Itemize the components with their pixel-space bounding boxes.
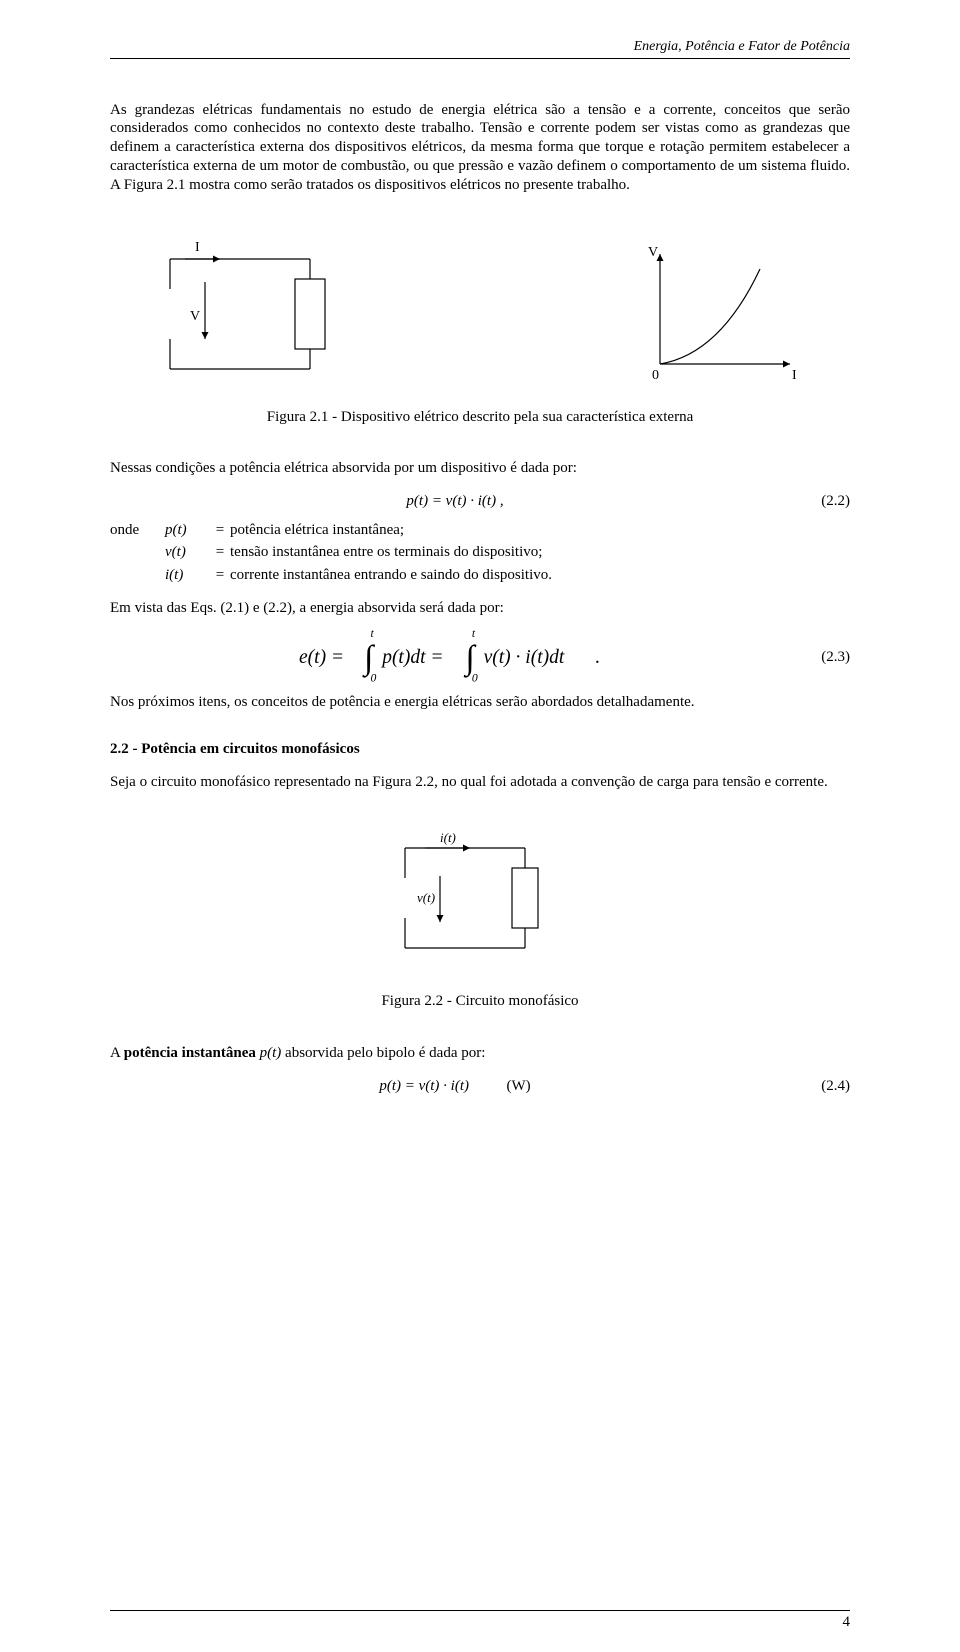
paragraph-5: Seja o circuito monofásico representado … [110,773,850,792]
label-I-top: I [195,240,200,255]
def-onde: onde [110,521,165,540]
svg-text:0: 0 [472,671,478,684]
page-number: 4 [110,1610,850,1632]
equation-2-4-unit: (W) [507,1078,531,1094]
label-v-t: v(t) [417,890,435,905]
label-V-left: V [190,309,200,324]
def-eq: = [210,521,230,540]
equation-2-3-number: (2.3) [800,648,850,667]
def-sym: i(t) [165,566,210,585]
equation-2-4-number: (2.4) [800,1077,850,1096]
def-text: corrente instantânea entrando e saindo d… [230,566,850,585]
def-eq: = [210,543,230,562]
svg-text:p(t)dt =: p(t)dt = [380,647,443,668]
equation-2-4-expr: p(t) = v(t) · i(t) [379,1078,469,1094]
axis-label-V: V [648,245,658,260]
figure-2-1-caption: Figura 2.1 - Dispositivo elétrico descri… [110,408,850,427]
def-text: tensão instantânea entre os terminais do… [230,543,850,562]
def-text: potência elétrica instantânea; [230,521,850,540]
svg-text:e(t) =: e(t) = [299,647,344,668]
para6-symbol: p(t) [260,1045,282,1061]
paragraph-1: As grandezas elétricas fundamentais no e… [110,101,850,195]
para6-pre: A [110,1045,124,1061]
def-row: onde p(t) = potência elétrica instantâne… [110,521,850,540]
figure-2-2-circuit: i(t) v(t) [385,828,575,978]
equation-2-3-body: e(t) = ∫ t 0 p(t)dt = ∫ t 0 v(t) · i(t)d… [110,632,800,684]
def-sym: p(t) [165,521,210,540]
para6-post: absorvida pelo bipolo é dada por: [281,1045,485,1061]
def-sym: v(t) [165,543,210,562]
svg-text:v(t) · i(t)dt: v(t) · i(t)dt [484,647,565,668]
section-2-2-title: 2.2 - Potência em circuitos monofásicos [110,740,850,759]
equation-2-4-body: p(t) = v(t) · i(t) (W) [110,1077,800,1096]
paragraph-2: Nessas condições a potência elétrica abs… [110,459,850,478]
figure-2-2: i(t) v(t) [110,828,850,978]
paragraph-4: Nos próximos itens, os conceitos de potê… [110,693,850,712]
equation-2-2-body: p(t) = v(t) · i(t) , [110,492,800,511]
figure-2-1-graph: V I 0 [630,234,810,394]
paragraph-3: Em vista das Eqs. (2.1) e (2.2), a energ… [110,599,850,618]
equation-2-3-svg-wrap: e(t) = ∫ t 0 p(t)dt = ∫ t 0 v(t) · i(t)d… [299,624,611,691]
para6-bold: potência instantânea [124,1045,256,1061]
equation-2-3: e(t) = ∫ t 0 p(t)dt = ∫ t 0 v(t) · i(t)d… [110,632,850,684]
axis-label-I: I [792,368,797,383]
def-row: v(t) = tensão instantânea entre os termi… [110,543,850,562]
figure-2-1-circuit: I V [150,234,370,394]
svg-text:.: . [595,647,600,668]
axis-origin-zero: 0 [652,368,659,383]
definitions-block: onde p(t) = potência elétrica instantâne… [110,521,850,585]
svg-text:0: 0 [371,671,377,684]
label-i-t: i(t) [440,830,456,845]
def-row: i(t) = corrente instantânea entrando e s… [110,566,850,585]
equation-2-4: p(t) = v(t) · i(t) (W) (2.4) [110,1077,850,1096]
figure-2-2-caption: Figura 2.2 - Circuito monofásico [110,992,850,1011]
figure-2-1: I V V I [110,234,850,394]
svg-text:t: t [371,627,375,640]
svg-text:t: t [472,627,476,640]
equation-2-2-number: (2.2) [800,492,850,511]
equation-2-2: p(t) = v(t) · i(t) , (2.2) [110,492,850,511]
paragraph-6: A potência instantânea p(t) absorvida pe… [110,1044,850,1063]
def-eq: = [210,566,230,585]
running-header: Energia, Potência e Fator de Potência [110,38,850,59]
